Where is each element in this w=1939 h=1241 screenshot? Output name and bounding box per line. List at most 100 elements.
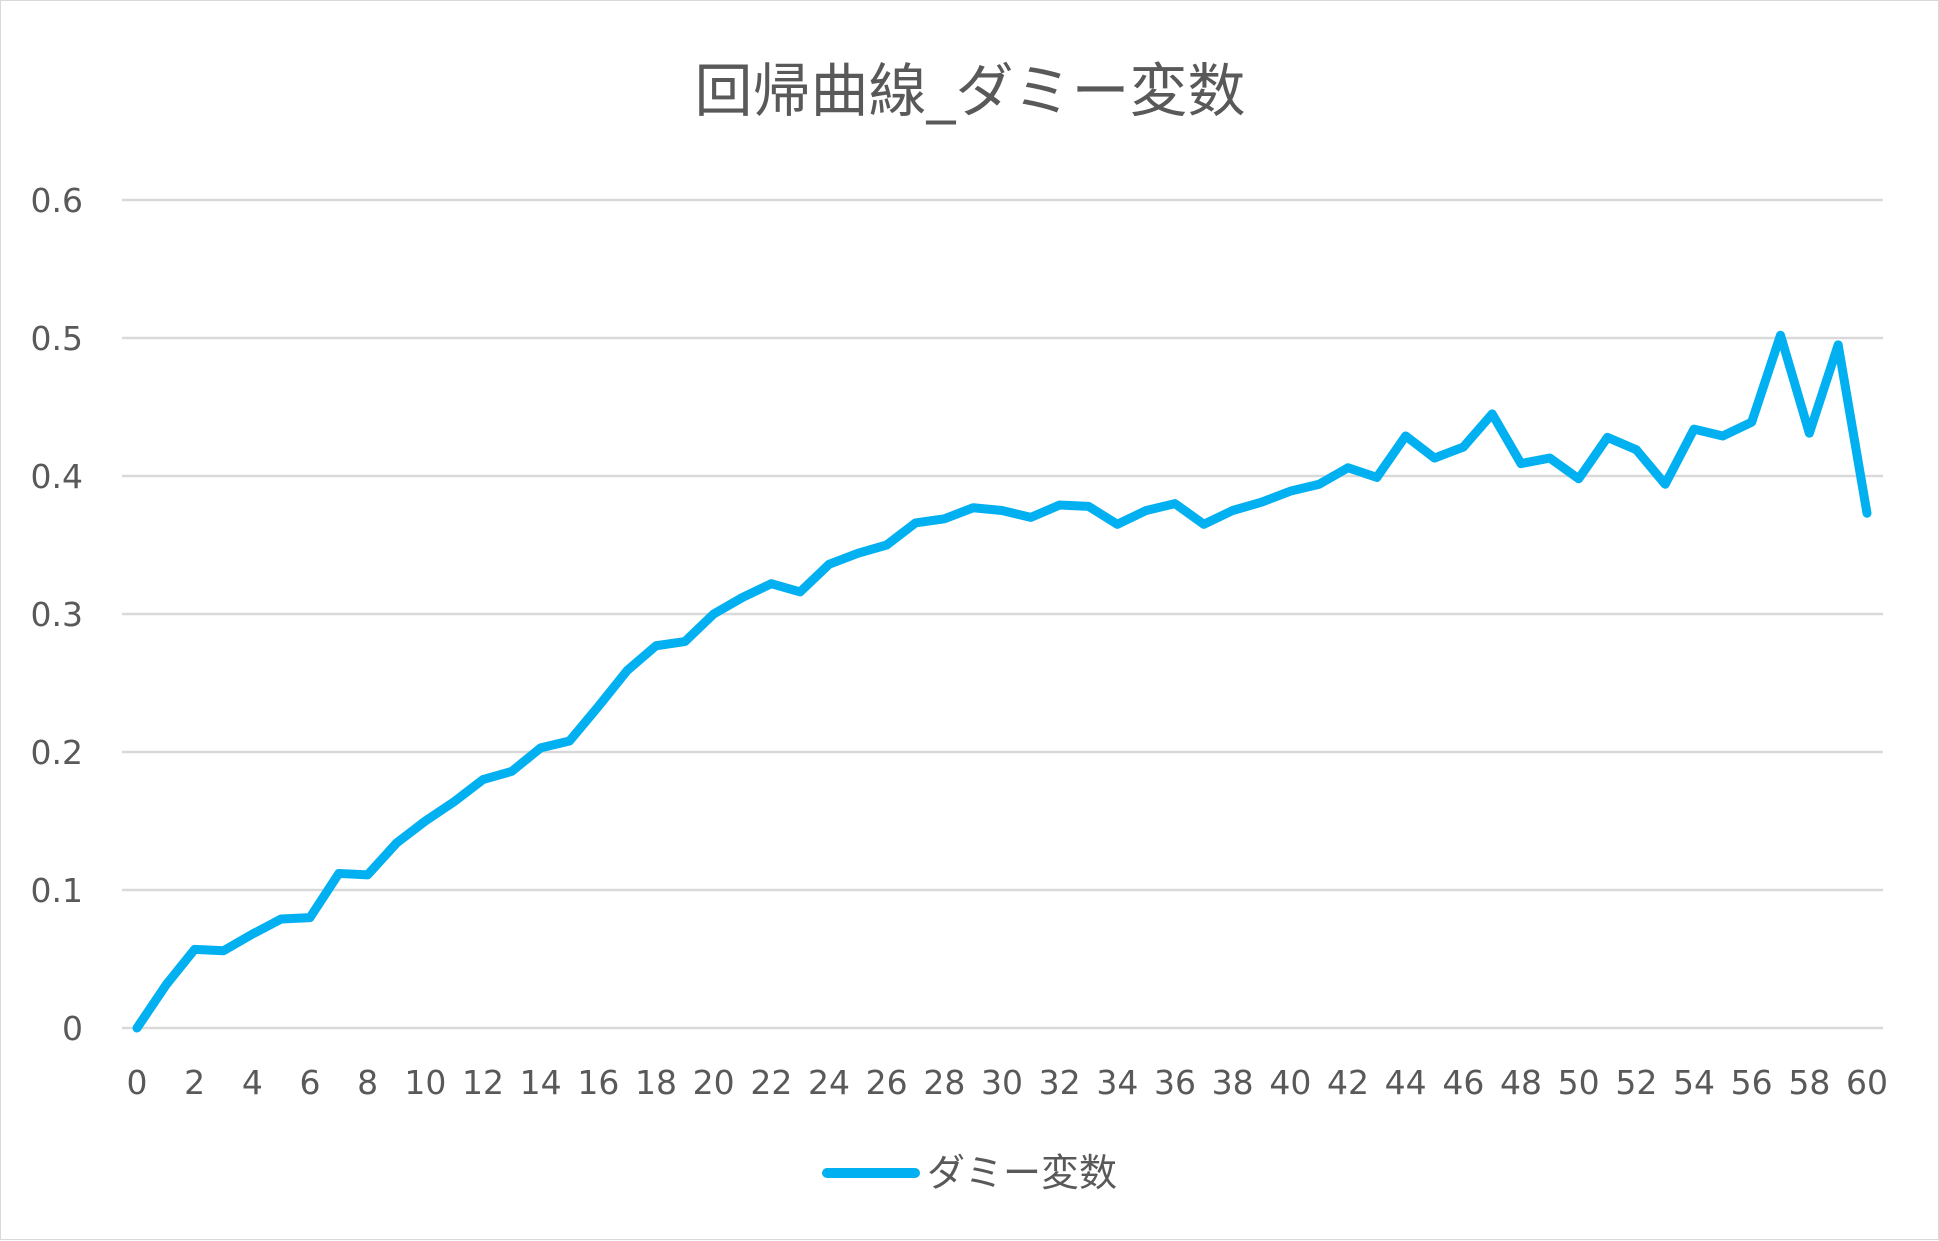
x-tick-label: 60 [1846, 1063, 1888, 1102]
legend-label: ダミー変数 [927, 1151, 1117, 1195]
data-point [508, 768, 515, 775]
x-tick-label: 56 [1731, 1063, 1773, 1102]
x-tick-label: 38 [1212, 1063, 1254, 1102]
y-tick-label: 0 [62, 1009, 83, 1048]
data-point [624, 667, 631, 674]
data-point [566, 737, 573, 744]
x-tick-label: 44 [1385, 1063, 1427, 1102]
data-point [1402, 432, 1409, 439]
x-tick-label: 28 [923, 1063, 965, 1102]
legend: ダミー変数 [822, 1151, 1117, 1195]
x-tick-label: 58 [1788, 1063, 1830, 1102]
x-tick-label: 26 [866, 1063, 908, 1102]
data-point [768, 580, 775, 587]
x-tick-label: 50 [1558, 1063, 1600, 1102]
x-axis-tick-labels: 0 2 4 6 8 10 12 14 16 18 20 22 24 26 28 30 32 34 36 38 40 42 4… [127, 1063, 1889, 1102]
x-tick-label: 2 [184, 1063, 205, 1102]
data-point [278, 915, 285, 922]
data-point [1114, 521, 1121, 528]
y-tick-label: 0.5 [31, 319, 83, 358]
y-axis-tick-labels: 0 0.1 0.2 0.3 0.4 0.5 0.6 [31, 181, 83, 1048]
data-point [1460, 444, 1467, 451]
data-point [1143, 507, 1150, 514]
data-point [1864, 510, 1870, 517]
data-point [537, 744, 544, 751]
chart-title: 回帰曲線_ダミー変数 [694, 57, 1245, 125]
data-point [653, 642, 659, 649]
x-tick-label: 10 [404, 1063, 446, 1102]
data-point [307, 914, 313, 921]
data-point [134, 1025, 140, 1031]
x-tick-label: 22 [750, 1063, 792, 1102]
data-point [1172, 500, 1178, 507]
data-point [999, 507, 1005, 514]
data-point [1489, 410, 1496, 417]
data-point [162, 982, 169, 989]
data-point [1777, 332, 1784, 339]
data-point [1027, 514, 1034, 521]
data-point [1431, 455, 1438, 462]
data-point [826, 561, 832, 568]
x-tick-label: 4 [242, 1063, 263, 1102]
data-point [1633, 446, 1640, 453]
data-point [970, 504, 977, 511]
data-point [941, 515, 948, 522]
x-tick-label: 8 [357, 1063, 378, 1102]
data-point [912, 519, 919, 526]
x-tick-label: 12 [462, 1063, 504, 1102]
data-point [1575, 475, 1582, 482]
y-tick-label: 0.3 [31, 595, 83, 634]
data-point [422, 818, 429, 824]
data-point [1518, 460, 1524, 467]
data-point [681, 638, 688, 645]
data-point [1085, 503, 1092, 510]
x-tick-label: 52 [1615, 1063, 1657, 1102]
data-point [364, 871, 371, 878]
x-tick-label: 0 [127, 1063, 148, 1102]
data-point [883, 542, 890, 548]
data-point [1373, 474, 1380, 481]
data-point [1287, 488, 1294, 495]
y-tick-label: 0.1 [31, 871, 83, 910]
data-point [451, 798, 458, 805]
data-point [595, 703, 602, 710]
x-tick-label: 14 [520, 1063, 562, 1102]
y-tick-label: 0.4 [31, 457, 83, 496]
x-tick-label: 42 [1327, 1063, 1369, 1102]
data-point [1662, 481, 1669, 488]
data-point [739, 594, 746, 601]
data-point [1691, 426, 1697, 433]
data-point [1229, 507, 1236, 514]
data-point [1835, 341, 1842, 348]
data-point [393, 840, 400, 847]
data-point [1604, 434, 1611, 441]
x-tick-label: 16 [577, 1063, 619, 1102]
data-point [797, 588, 804, 595]
x-tick-label: 32 [1039, 1063, 1081, 1102]
x-tick-label: 46 [1442, 1063, 1484, 1102]
data-point [1546, 455, 1553, 462]
x-tick-label: 48 [1500, 1063, 1542, 1102]
data-point [480, 776, 486, 783]
data-point [1200, 521, 1207, 528]
data-point [249, 931, 256, 938]
gridlines [122, 198, 1883, 1030]
x-tick-label: 30 [981, 1063, 1023, 1102]
data-point [220, 947, 227, 954]
data-point [1258, 499, 1265, 506]
data-point [1056, 501, 1063, 508]
x-tick-label: 36 [1154, 1063, 1196, 1102]
data-point [1806, 430, 1813, 437]
data-point [1719, 432, 1726, 439]
x-tick-label: 54 [1673, 1063, 1715, 1102]
x-tick-label: 24 [808, 1063, 850, 1102]
y-tick-label: 0.6 [31, 181, 83, 220]
x-tick-label: 34 [1096, 1063, 1138, 1102]
series-layer [132, 330, 1872, 1033]
data-point [1345, 464, 1351, 471]
x-tick-label: 18 [635, 1063, 677, 1102]
data-point [335, 870, 342, 877]
x-tick-label: 40 [1269, 1063, 1311, 1102]
